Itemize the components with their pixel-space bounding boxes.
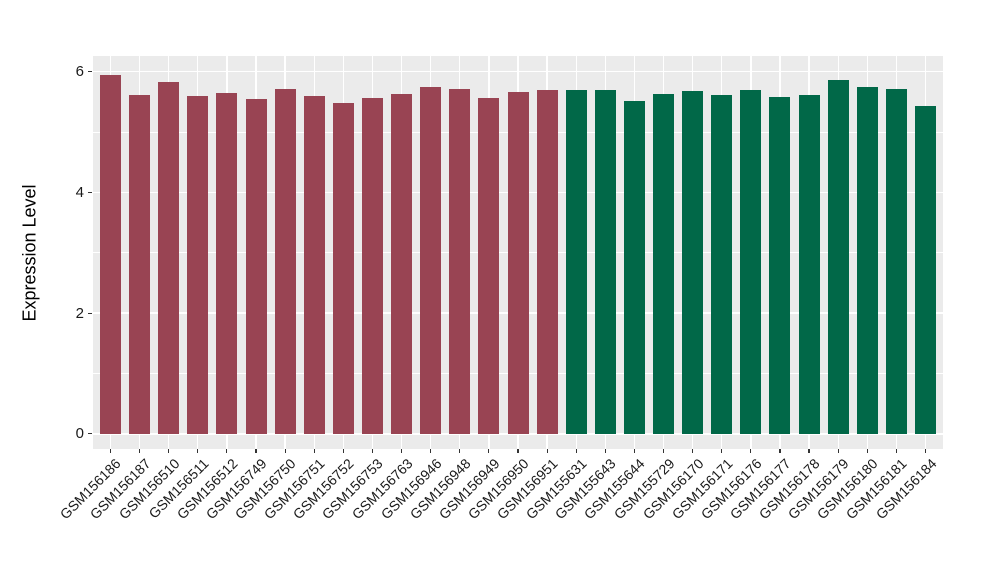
bar-GSM156948 — [449, 89, 471, 434]
y-tick-mark — [88, 312, 92, 314]
bar-GSM156511 — [187, 96, 209, 434]
x-tick-mark — [721, 449, 723, 453]
bar-GSM155644 — [623, 100, 645, 434]
x-tick-mark — [284, 449, 286, 453]
y-tick-mark — [88, 191, 92, 194]
x-tick-mark — [168, 449, 170, 453]
x-tick-mark — [779, 449, 781, 453]
bar-GSM156186 — [99, 74, 121, 434]
x-tick-mark — [197, 449, 199, 453]
bar-GSM156512 — [216, 93, 238, 434]
bar-GSM156178 — [798, 95, 820, 434]
x-tick-mark — [866, 449, 868, 453]
x-tick-mark — [342, 449, 344, 453]
bar-GSM156177 — [769, 97, 791, 434]
x-tick-mark — [488, 449, 490, 453]
bar-GSM156751 — [303, 95, 325, 434]
x-tick-mark — [255, 449, 257, 453]
y-tick-label: 6 — [75, 63, 84, 81]
x-tick-mark — [371, 449, 374, 453]
y-tick-mark — [88, 433, 92, 435]
x-tick-mark — [750, 449, 752, 453]
bar-GSM156171 — [711, 94, 733, 434]
x-tick-mark — [662, 449, 665, 453]
bar-GSM156749 — [245, 98, 267, 434]
x-tick-mark — [517, 449, 519, 453]
x-tick-mark — [459, 449, 461, 453]
bar-GSM156949 — [478, 98, 500, 434]
x-tick-mark — [430, 449, 432, 453]
bar-GSM156753 — [361, 98, 383, 434]
x-tick-mark — [692, 449, 694, 453]
bar-GSM156763 — [391, 94, 413, 434]
x-tick-mark — [109, 449, 112, 453]
bar-GSM156510 — [158, 81, 180, 434]
x-tick-mark — [808, 449, 810, 453]
bar-GSM156180 — [856, 86, 878, 434]
bar-GSM156179 — [827, 79, 849, 434]
x-tick-mark — [895, 449, 897, 453]
y-tick-label: 0 — [75, 425, 84, 443]
bar-GSM156750 — [274, 88, 296, 434]
x-tick-mark — [313, 449, 315, 453]
x-tick-mark — [837, 449, 839, 453]
bar-GSM156752 — [332, 103, 354, 434]
x-tick-mark — [226, 449, 228, 453]
bar-GSM156187 — [129, 95, 151, 434]
x-tick-mark — [924, 449, 927, 453]
x-tick-mark — [546, 449, 548, 453]
bar-GSM156946 — [420, 87, 442, 434]
bar-GSM156950 — [507, 91, 529, 434]
bar-GSM156170 — [682, 91, 704, 434]
x-tick-mark — [633, 449, 636, 453]
x-tick-mark — [575, 449, 577, 453]
bar-GSM156951 — [536, 89, 558, 434]
x-tick-mark — [138, 449, 141, 453]
bar-GSM155631 — [565, 89, 587, 434]
plot-panel — [93, 56, 943, 449]
y-tick-label: 4 — [75, 183, 84, 201]
bar-GSM155643 — [594, 90, 616, 434]
y-tick-label: 2 — [75, 304, 84, 322]
bar-GSM156184 — [915, 106, 937, 434]
y-tick-mark — [88, 71, 92, 73]
y-axis-title: Expression Level — [19, 183, 40, 322]
x-tick-mark — [604, 449, 606, 453]
bar-GSM155729 — [653, 94, 675, 434]
bar-GSM156176 — [740, 90, 762, 434]
bar-GSM156181 — [885, 88, 907, 434]
x-tick-mark — [400, 449, 403, 453]
